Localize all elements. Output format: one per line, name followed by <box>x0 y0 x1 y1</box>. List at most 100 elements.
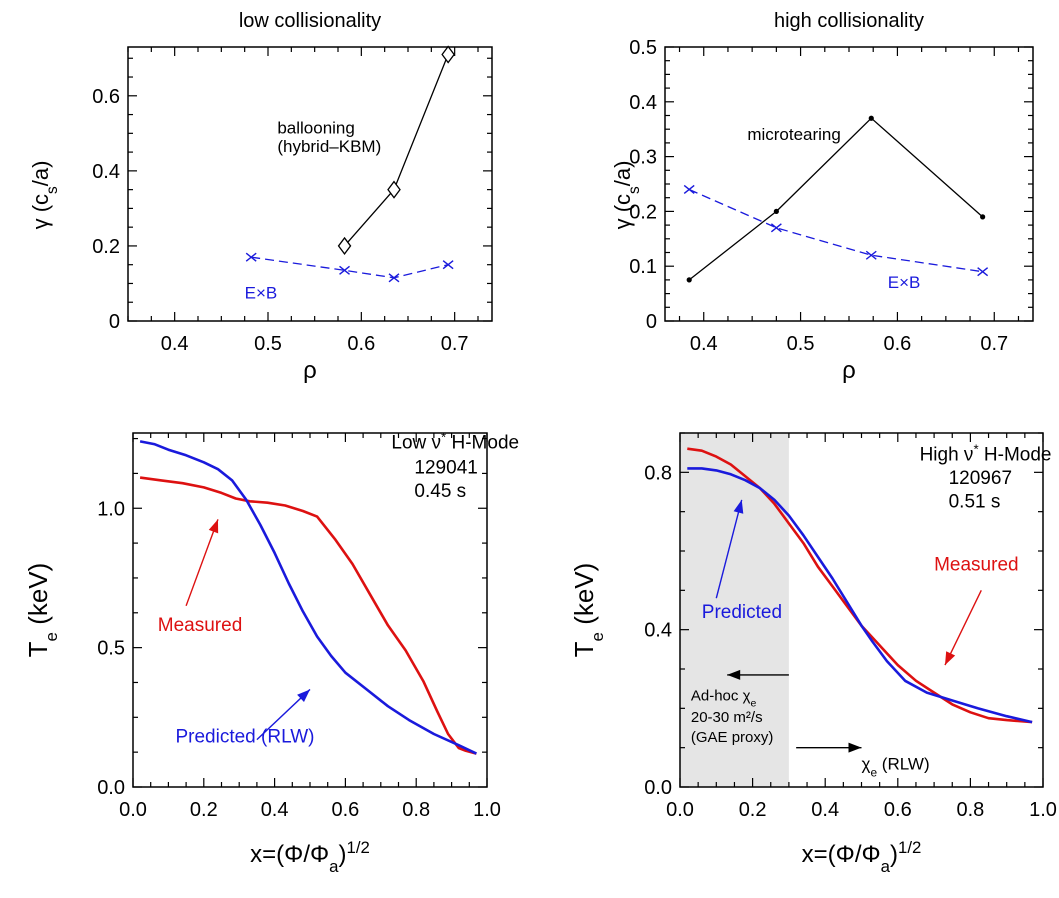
x-tick-label: 0.8 <box>402 799 430 821</box>
x-tick-label: 0.8 <box>956 799 984 821</box>
x-tick-label: 0.4 <box>811 799 839 821</box>
diamond-marker <box>441 45 455 64</box>
x-tick-label: 0.6 <box>884 799 912 821</box>
y-tick-label: 0.8 <box>644 462 672 484</box>
annotation-text: Ad-hoc χe <box>691 687 757 709</box>
y-tick-label: 0.1 <box>629 256 657 278</box>
x-marker <box>683 184 695 195</box>
y-tick-label: 0.4 <box>644 620 672 642</box>
annotation-text: 0.45 s <box>414 481 466 502</box>
chart-low-collisionality: 0.4 0.5 0.6 0.7 0 0.2 0.4 0.6 low collisionality… <box>28 10 493 384</box>
series-line-predicted <box>687 467 1033 724</box>
x-marker <box>388 273 400 283</box>
annotation-text: Measured <box>934 555 1019 576</box>
series-line-measured <box>687 447 1033 724</box>
y-axis-label: γ (cs/a) <box>610 161 643 230</box>
annotation-text: 129041 <box>414 457 477 478</box>
dot-marker <box>773 208 779 214</box>
x-tick-label: 1.0 <box>473 799 501 821</box>
annotation-text: 120967 <box>949 468 1012 489</box>
y-axis-label: γ (cs/a) <box>28 161 61 230</box>
y-tick-label: 0.2 <box>92 236 120 258</box>
x-axis-label: x=(Φ/Φa)1/2 <box>250 838 370 876</box>
x-tick-label: 0.0 <box>119 799 147 821</box>
series-line-e-b <box>688 188 983 273</box>
x-tick-label: 0.2 <box>190 799 218 821</box>
y-tick-label: 0.4 <box>92 161 120 183</box>
y-tick-label: 0.0 <box>644 777 672 799</box>
annotation-text: E×B <box>888 273 921 292</box>
diamond-marker <box>387 180 401 199</box>
annotation-text: 20-30 m²/s <box>691 709 763 726</box>
annotation-text: E×B <box>245 283 278 302</box>
plot-frame <box>664 46 1034 322</box>
dot-marker <box>686 277 692 283</box>
y-tick-label: 0 <box>109 311 120 333</box>
x-tick-label: 0.6 <box>331 799 359 821</box>
y-tick-label: 0 <box>646 311 657 333</box>
annotation-text: (hybrid–KBM) <box>277 137 381 156</box>
y-tick-label: 1.0 <box>97 498 125 520</box>
diamond-marker <box>337 236 352 256</box>
y-tick-label: 0.2 <box>629 201 657 223</box>
annotation-text: microtearing <box>747 125 841 144</box>
x-tick-label: 1.0 <box>1029 799 1057 821</box>
x-axis-label: ρ <box>842 357 856 384</box>
y-tick-label: 0.6 <box>92 86 120 108</box>
x-marker <box>245 252 257 262</box>
annotation-text: ballooning <box>277 118 355 137</box>
annotation-text: 0.51 s <box>949 492 1001 513</box>
annotation-text: Predicted <box>702 602 782 623</box>
chart-title: low collisionality <box>239 10 381 32</box>
annotation-arrow <box>727 669 789 680</box>
x-tick-label: 0.6 <box>347 333 375 355</box>
chart-te-low-nu: 0.0 0.2 0.4 0.6 0.8 1.0 0.0 0.5 1.0 x=(Φ/Φa)1/2 Te… <box>23 429 519 876</box>
annotation-arrow <box>185 519 219 607</box>
x-marker <box>977 267 989 277</box>
dot-marker <box>980 214 986 220</box>
plot-frame <box>127 46 493 322</box>
chart-te-high-nu: 0.0 0.2 0.4 0.6 0.8 1.0 0.0 0.4 0.8 x=(Φ/Φa)1/2 Te… <box>569 432 1057 876</box>
series-line-e-b <box>251 256 449 279</box>
x-axis-label: ρ <box>303 357 317 384</box>
dot-marker <box>868 115 874 121</box>
x-tick-label: 0.5 <box>787 333 815 355</box>
x-axis-label: x=(Φ/Φa)1/2 <box>802 838 922 876</box>
x-tick-label: 0.4 <box>161 333 189 355</box>
series-line-microtearing <box>688 117 984 281</box>
y-tick-label: 0.5 <box>629 37 657 59</box>
annotation-arrow <box>944 590 982 666</box>
x-tick-label: 0.0 <box>666 799 694 821</box>
chart-high-collisionality: 0.4 0.5 0.6 0.7 0 0.1 0.2 0.3 0.4 0.5 high collisi… <box>610 10 1034 384</box>
y-tick-label: 0.4 <box>629 92 657 114</box>
annotation-text: χe (RLW) <box>862 754 930 779</box>
annotation-text: Measured <box>158 615 243 636</box>
x-tick-label: 0.7 <box>441 333 469 355</box>
annotation-arrow <box>796 742 862 753</box>
x-tick-label: 0.6 <box>884 333 912 355</box>
annotation-text: Predicted (RLW) <box>175 726 314 747</box>
y-tick-label: 0.0 <box>97 777 125 799</box>
x-marker <box>770 223 782 233</box>
shaded-region <box>680 433 789 787</box>
y-axis-label: Te (keV) <box>569 563 607 658</box>
annotation-text: Low ν* H-Mode <box>391 429 519 454</box>
x-marker <box>865 250 877 260</box>
annotation-arrow <box>715 499 744 599</box>
x-tick-label: 0.4 <box>690 333 718 355</box>
y-tick-label: 0.3 <box>629 147 657 169</box>
series-line-predicted-rlw- <box>139 440 477 755</box>
x-tick-label: 0.5 <box>254 333 282 355</box>
x-tick-label: 0.7 <box>980 333 1008 355</box>
x-marker <box>442 260 454 270</box>
x-tick-label: 0.2 <box>739 799 767 821</box>
series-line-measured <box>139 476 477 755</box>
y-axis-label: Te (keV) <box>23 563 61 658</box>
x-tick-label: 0.4 <box>261 799 289 821</box>
y-tick-label: 0.5 <box>97 638 125 660</box>
annotation-text: High ν* H-Mode <box>920 441 1052 466</box>
annotation-text: (GAE proxy) <box>691 729 774 746</box>
x-marker <box>339 265 350 275</box>
chart-title: high collisionality <box>774 10 924 32</box>
